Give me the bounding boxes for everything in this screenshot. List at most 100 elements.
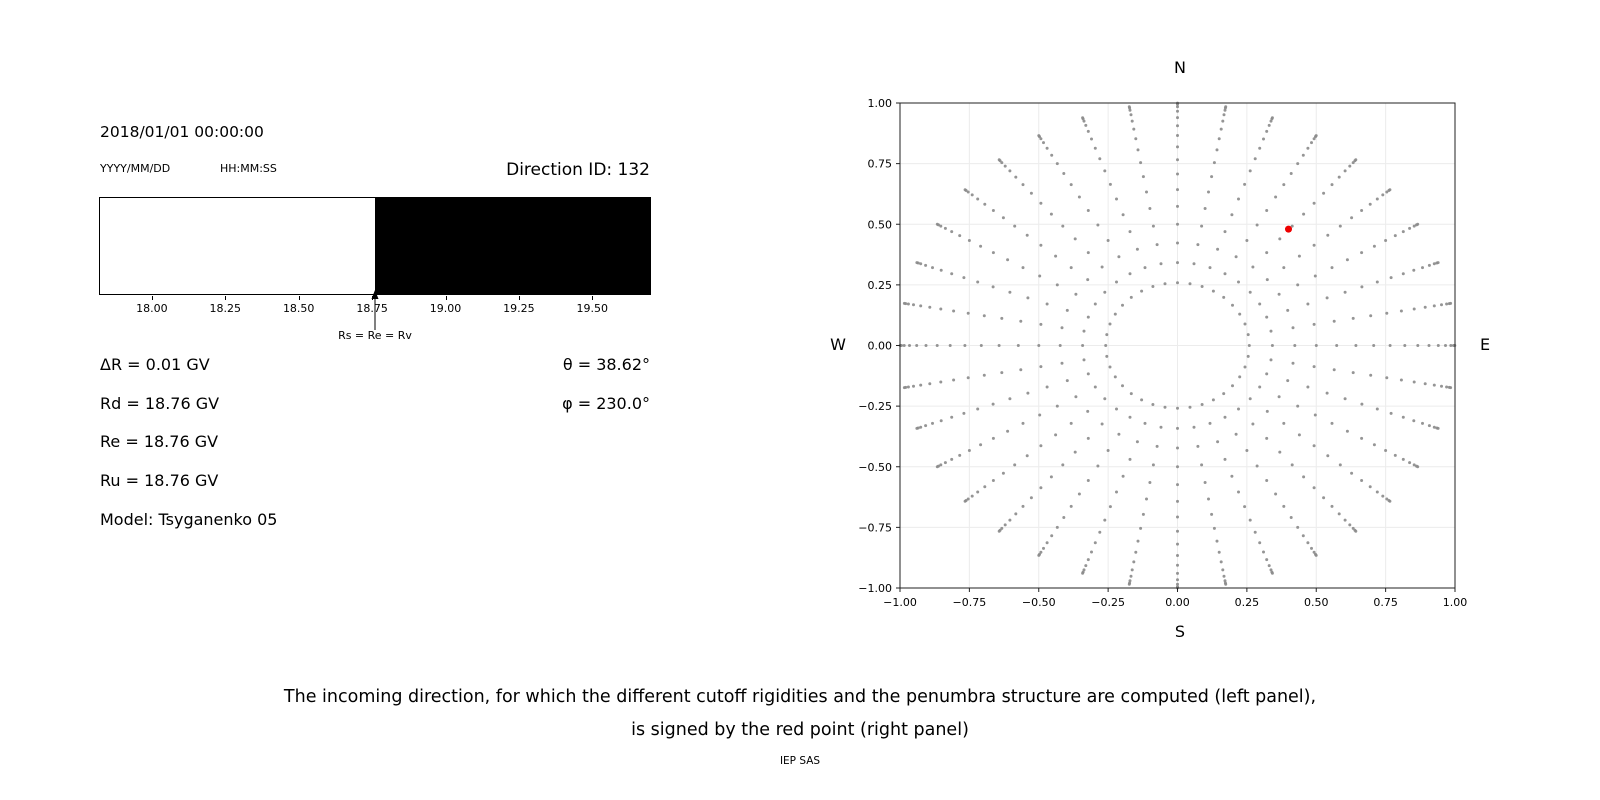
direction-dot	[1121, 303, 1124, 307]
x-tick-label: −0.50	[1022, 596, 1056, 609]
direction-dot	[1412, 419, 1416, 423]
direction-dot	[1330, 266, 1334, 270]
direction-dot	[1098, 530, 1102, 534]
direction-dot	[1086, 129, 1090, 133]
direction-dot	[1128, 579, 1132, 583]
direction-dot	[1128, 457, 1132, 461]
direction-dot	[1151, 403, 1155, 406]
direction-dot	[979, 443, 983, 447]
direction-dot	[1038, 413, 1042, 417]
direction-dot	[1267, 564, 1271, 568]
direction-dot	[1312, 444, 1316, 448]
direction-dot	[966, 497, 970, 501]
direction-dot	[1265, 479, 1269, 482]
direction-dot	[1008, 518, 1012, 522]
direction-dot	[1103, 397, 1107, 401]
direction-dot	[1302, 212, 1306, 216]
direction-dot	[1360, 402, 1364, 406]
direction-dot	[1224, 105, 1228, 109]
direction-dot	[1200, 463, 1204, 467]
direction-dot	[915, 426, 919, 430]
direction-dot	[1351, 316, 1355, 320]
x-tick-label: 0.75	[1373, 596, 1398, 609]
direction-dot	[1026, 296, 1030, 300]
direction-dot	[1117, 255, 1121, 259]
direction-dot	[1090, 137, 1093, 141]
direction-dot	[1278, 237, 1282, 241]
direction-dot	[1427, 424, 1431, 428]
direction-dot	[1192, 425, 1196, 429]
direction-dot	[1265, 558, 1269, 562]
direction-dot	[1100, 422, 1104, 426]
direction-dot	[1243, 322, 1247, 326]
direction-dot	[1082, 358, 1086, 362]
direction-dot	[1325, 296, 1329, 300]
direction-dot	[1093, 146, 1097, 150]
y-tick-label: 0.00	[868, 340, 893, 353]
direction-dot	[1176, 222, 1179, 226]
direction-dot	[1432, 383, 1436, 387]
direction-dot	[1176, 563, 1179, 567]
rd-value: Rd = 18.76 GV	[100, 394, 220, 413]
direction-dot	[1093, 541, 1097, 545]
direction-dot	[1108, 365, 1112, 369]
direction-dot	[1096, 223, 1100, 227]
direction-dot	[1151, 285, 1155, 288]
direction-dot	[1421, 421, 1424, 425]
direction-dot	[962, 411, 966, 415]
direction-dot	[1211, 398, 1215, 402]
direction-dot	[1314, 344, 1318, 347]
direction-dot	[1399, 378, 1403, 382]
direction-dot	[1105, 333, 1109, 337]
direction-dot	[1039, 486, 1043, 490]
direction-dot	[1375, 490, 1379, 494]
rs-arrow-icon	[371, 290, 379, 330]
direction-dot	[1306, 385, 1310, 389]
direction-dot	[924, 424, 928, 428]
direction-dot	[1060, 361, 1064, 365]
direction-dot	[1039, 444, 1043, 448]
direction-dot	[1243, 505, 1247, 509]
direction-dot	[1132, 560, 1136, 564]
direction-dot	[1286, 379, 1290, 383]
direction-dot	[1354, 529, 1358, 533]
y-tick-label: −0.25	[858, 400, 892, 413]
direction-dot	[1372, 244, 1376, 248]
direction-dot	[1375, 197, 1379, 201]
direction-dot	[939, 224, 943, 228]
direction-dot	[1121, 474, 1125, 478]
direction-dot	[1176, 158, 1179, 162]
direction-dot	[1128, 415, 1132, 419]
direction-dot	[1062, 516, 1066, 519]
penumbra-tick-label: 19.00	[429, 302, 462, 315]
direction-dot	[1108, 322, 1112, 326]
direction-dot	[1282, 183, 1286, 187]
direction-dot	[1113, 312, 1117, 316]
direction-dot	[1293, 344, 1297, 347]
direction-dot	[1219, 560, 1223, 564]
y-tick-label: 0.50	[868, 218, 893, 231]
direction-dot	[1148, 481, 1152, 484]
direction-dot	[1129, 113, 1133, 117]
direction-dot	[1408, 461, 1412, 465]
direction-dot	[1208, 421, 1212, 425]
direction-dot	[1105, 354, 1109, 358]
direction-dot	[1208, 266, 1212, 270]
direction-dot	[1312, 486, 1316, 490]
credit-label: IEP SAS	[779, 755, 821, 767]
direction-dot	[919, 262, 923, 266]
x-tick-label: −0.25	[1091, 596, 1125, 609]
direction-dot	[1385, 190, 1389, 194]
direction-dot	[1289, 516, 1293, 519]
direction-dot	[1176, 499, 1179, 503]
direction-dot	[1436, 261, 1440, 265]
direction-dot	[1274, 492, 1278, 496]
direction-dot	[1330, 421, 1334, 425]
direction-dot	[1021, 421, 1025, 425]
direction-dot	[1084, 123, 1088, 127]
direction-dot	[935, 344, 939, 347]
direction-dot	[1065, 379, 1069, 383]
direction-dot	[1055, 404, 1059, 408]
direction-dot	[997, 344, 1001, 347]
direction-dot	[1372, 443, 1376, 447]
